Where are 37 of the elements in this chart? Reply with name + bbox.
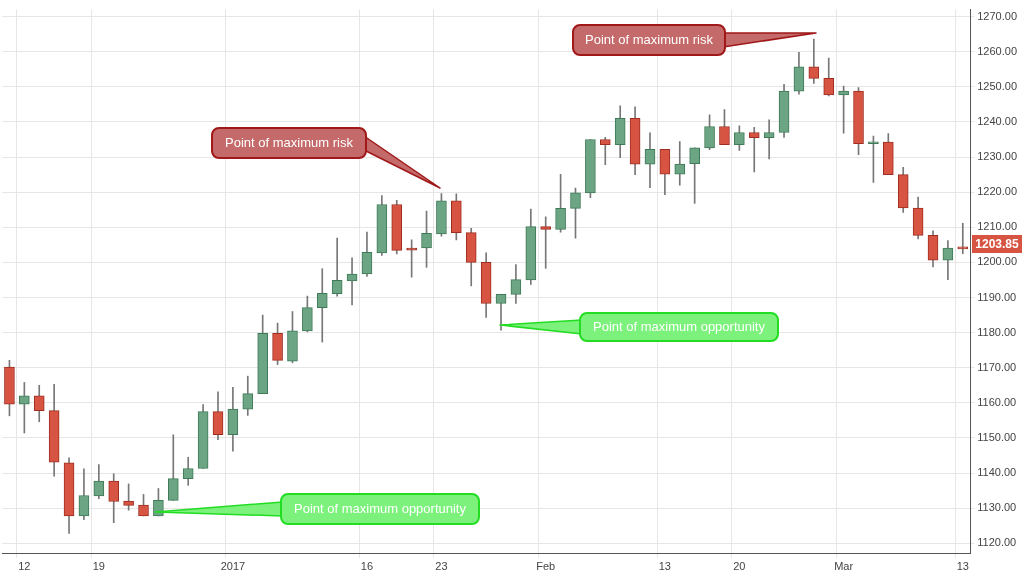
x-tick-label: 23 [435,560,448,573]
y-tick-label: 1120.00 [977,536,1017,549]
x-tick-label: Mar [834,560,854,573]
y-tick-label: 1190.00 [977,290,1017,303]
x-tick-label: 16 [360,560,374,573]
annotation: Point of maximum opportunity [593,319,766,334]
y-tick-label: 1130.00 [977,501,1017,514]
y-tick-label: 1220.00 [977,185,1017,198]
candlestick [763,119,775,160]
candlestick [674,141,686,186]
y-tick-label: 1140.00 [977,466,1017,479]
y-tick-label: 1260.00 [977,44,1017,57]
annotation: Point of maximum risk [585,32,714,47]
candlestick [540,216,552,269]
y-tick-label: 1180.00 [977,325,1017,338]
y-tick-label: 1200.00 [977,255,1017,268]
x-tick-label: 2017 [220,560,246,573]
y-tick-label: 1250.00 [977,79,1017,92]
y-tick-label: 1270.00 [977,9,1017,22]
candlestick [316,268,328,343]
y-tick-label: 1240.00 [977,114,1017,127]
candlestick [599,137,611,166]
annotation: Point of maximum risk [225,135,354,150]
candlestick [748,126,760,173]
x-tick-label: 20 [733,560,746,573]
x-tick-label: 13 [658,560,671,573]
x-tick-label: Feb [536,560,556,573]
y-tick-label: 1160.00 [977,395,1017,408]
annotation: Point of maximum opportunity [294,501,467,516]
y-tick-label: 1210.00 [977,220,1017,233]
y-tick-label: 1150.00 [977,430,1017,443]
y-tick-label: 1170.00 [977,360,1017,373]
x-tick-label: 13 [956,560,969,573]
y-tick-label: 1230.00 [977,150,1017,163]
x-tick-label: 12 [18,560,31,573]
candlestick [331,237,343,297]
x-tick-label: 19 [92,560,105,573]
